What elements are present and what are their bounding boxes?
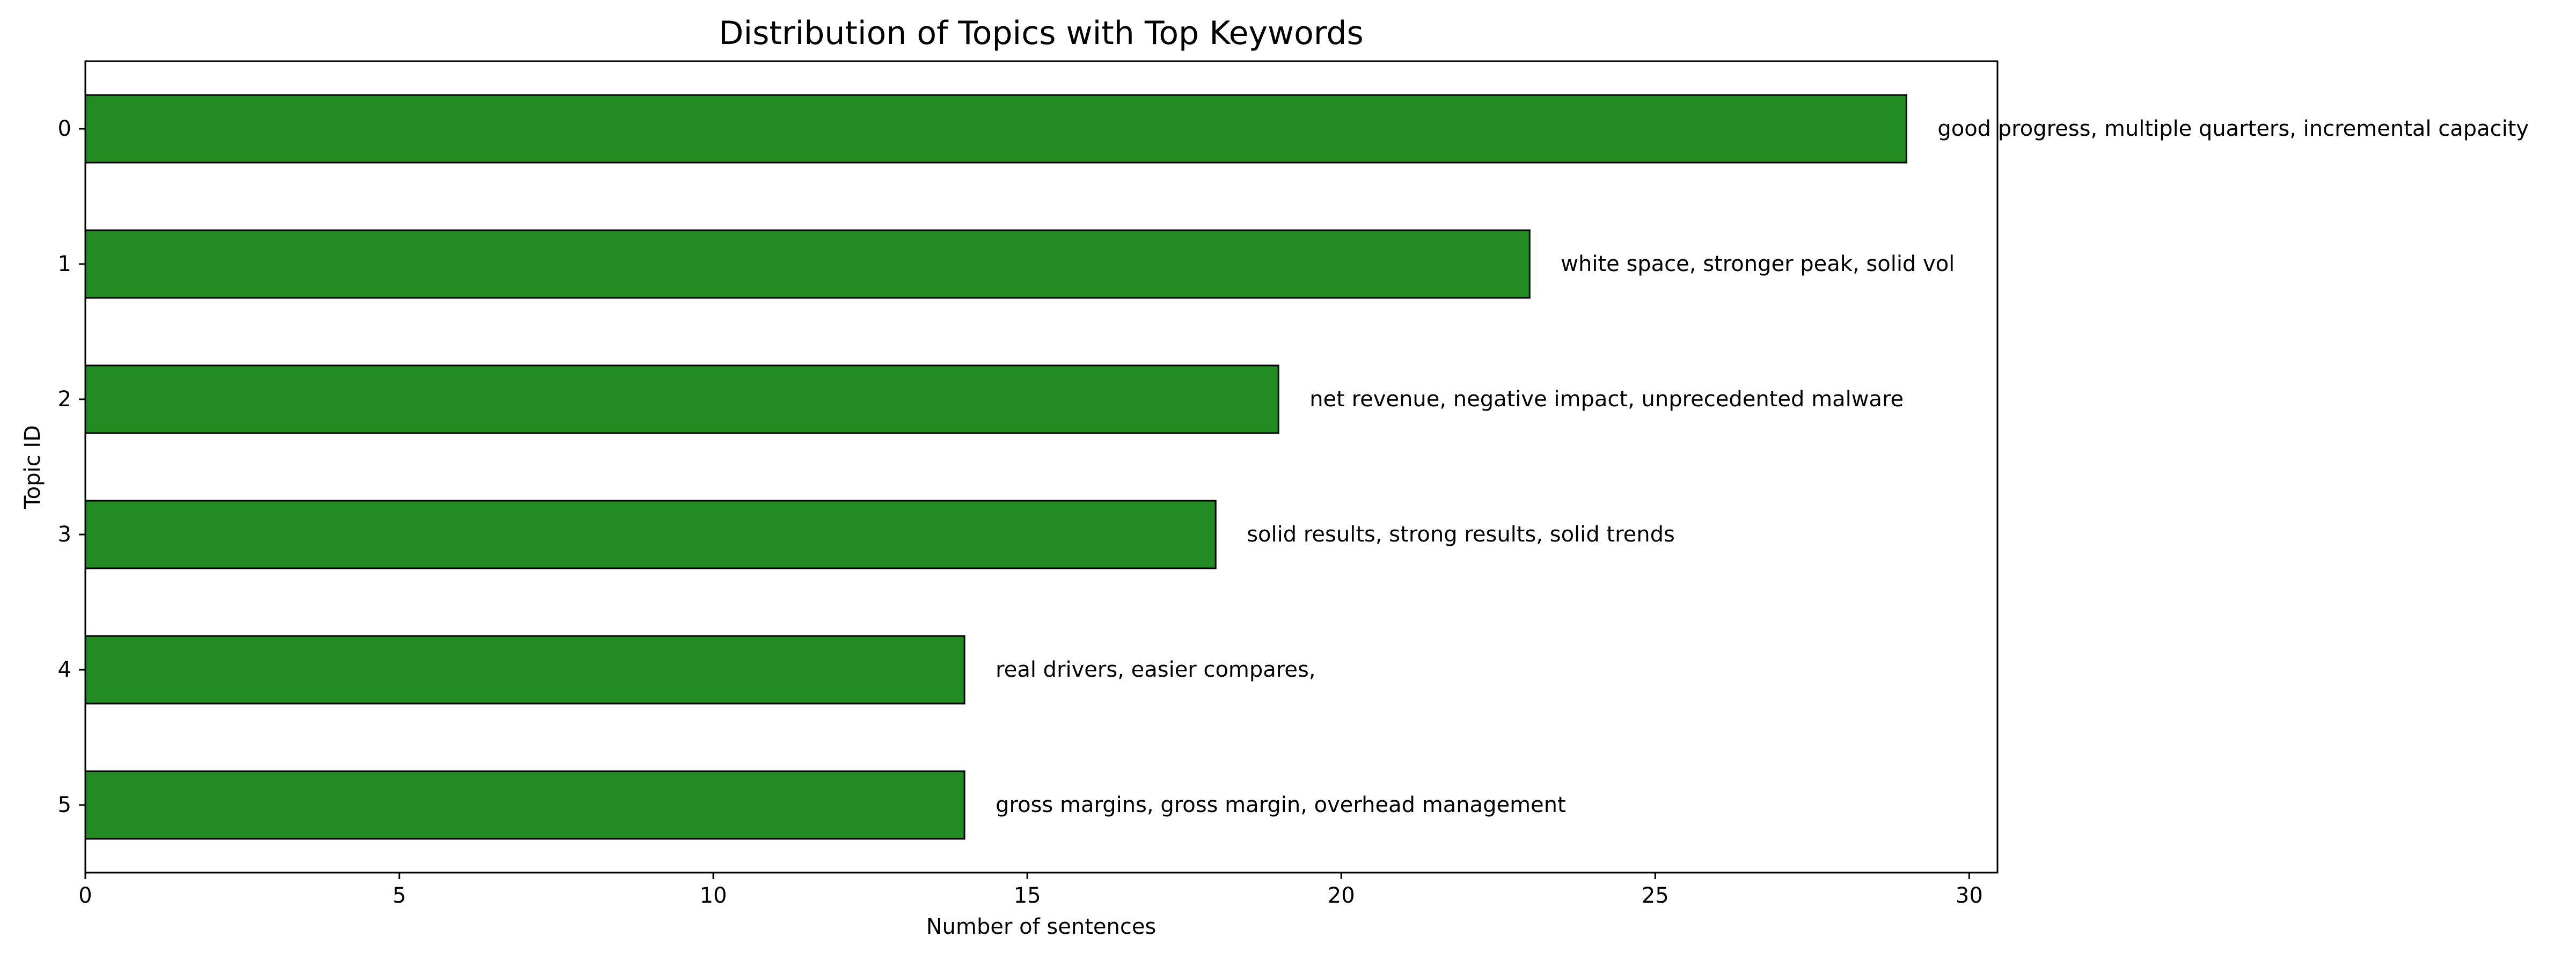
plot-area-frame [84,60,1999,874]
chart-title: Distribution of Topics with Top Keywords [719,14,1363,52]
bar-label-topic-1: white space, stronger peak, solid vol [1561,252,1955,276]
y-tick-label: 5 [58,793,71,817]
x-tick-label: 10 [700,883,727,908]
bar-label-topic-0: good progress, multiple quarters, increm… [1937,116,2529,141]
x-tick-label: 15 [1014,883,1041,908]
x-tick-label: 5 [392,883,406,908]
bar-topic-3 [84,500,1217,569]
x-tick-label: 30 [1956,883,1983,908]
x-tick-label: 0 [78,883,92,908]
x-tick-label: 25 [1642,883,1669,908]
y-axis-label: Topic ID [20,425,45,509]
bar-topic-0 [84,94,1907,164]
bar-label-topic-2: net revenue, negative impact, unpreceden… [1309,387,1904,412]
x-tick-label: 20 [1328,883,1355,908]
y-tick-label: 3 [58,522,71,547]
bar-topic-2 [84,364,1279,434]
bar-topic-1 [84,229,1531,299]
y-tick-label: 2 [58,387,71,412]
bar-topic-5 [84,770,965,840]
bar-label-topic-5: gross margins, gross margin, overhead ma… [996,793,1566,817]
bar-topic-4 [84,635,965,705]
bar-label-topic-4: real drivers, easier compares, [996,657,1315,682]
y-tick-label: 4 [58,657,71,682]
x-axis-label: Number of sentences [926,914,1157,939]
bar-label-topic-3: solid results, strong results, solid tre… [1247,522,1675,547]
y-tick-label: 0 [58,116,71,141]
y-tick-label: 1 [58,252,71,276]
